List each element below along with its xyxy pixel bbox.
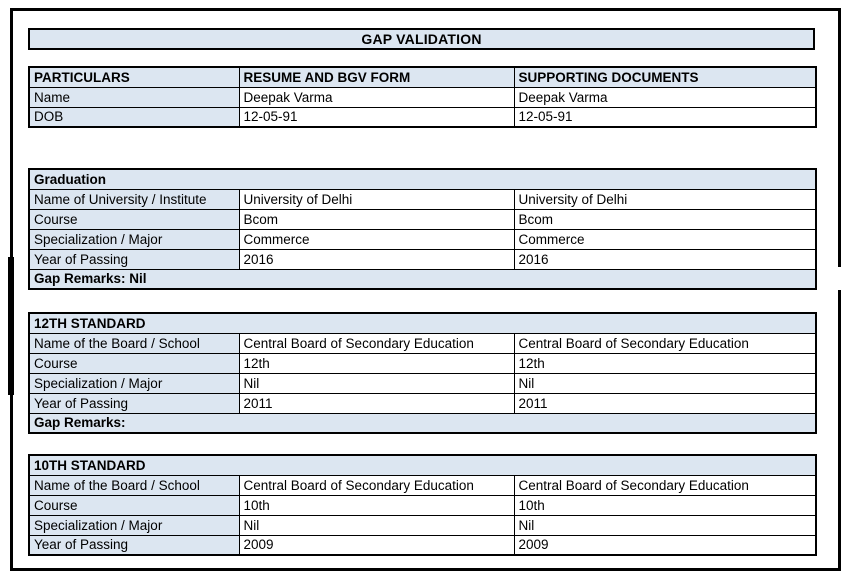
cell-value: 12-05-91 (238, 106, 515, 128)
cell-value: 2016 (513, 248, 817, 270)
gap-remarks-row: Gap Remarks: (28, 412, 817, 434)
row-label-course: Course (28, 352, 240, 374)
column-header-particulars: PARTICULARS (28, 66, 240, 88)
cell-value: Commerce (513, 228, 817, 250)
cell-value: Nil (238, 514, 515, 536)
row-label-board-school: Name of the Board / School (28, 474, 240, 496)
gap-remarks-row: Gap Remarks: Nil (28, 268, 817, 290)
section-heading-row: 10TH STANDARD (28, 454, 817, 476)
cell-value: 12th (238, 352, 515, 374)
row-label-year-of-passing: Year of Passing (28, 534, 240, 556)
table-row: Specialization / Major Commerce Commerce (28, 228, 817, 250)
page-join-left-border (8, 257, 14, 395)
cell-value: 2009 (238, 534, 515, 556)
table-row: Name of the Board / School Central Board… (28, 474, 817, 496)
column-header-resume-bgv: RESUME AND BGV FORM (238, 66, 515, 88)
gap-remarks-graduation: Gap Remarks: Nil (28, 268, 817, 290)
cell-value: Central Board of Secondary Education (513, 332, 817, 354)
column-header-supporting-docs: SUPPORTING DOCUMENTS (513, 66, 817, 88)
table-row: Year of Passing 2011 2011 (28, 392, 817, 414)
row-label-specialization: Specialization / Major (28, 514, 240, 536)
cell-value: 10th (513, 494, 817, 516)
page-title: GAP VALIDATION (361, 31, 482, 47)
section-heading-row: 12TH STANDARD (28, 312, 817, 334)
row-label-specialization: Specialization / Major (28, 372, 240, 394)
table-row: Year of Passing 2009 2009 (28, 534, 817, 556)
document-title-bar: GAP VALIDATION (28, 28, 815, 50)
cell-value: 12-05-91 (513, 106, 817, 128)
cell-value: Bcom (238, 208, 515, 230)
table-row: DOB 12-05-91 12-05-91 (28, 106, 817, 128)
cell-value: Commerce (238, 228, 515, 250)
section-heading-10th: 10TH STANDARD (28, 454, 817, 476)
cell-value: Nil (238, 372, 515, 394)
cell-value: Nil (513, 372, 817, 394)
table-row: Name of University / Institute Universit… (28, 188, 817, 210)
row-label-course: Course (28, 494, 240, 516)
cell-value: 2011 (238, 392, 515, 414)
cell-value: Central Board of Secondary Education (513, 474, 817, 496)
table-row: Course 10th 10th (28, 494, 817, 516)
row-label-course: Course (28, 208, 240, 230)
gap-remarks-12th: Gap Remarks: (28, 412, 817, 434)
cell-value: 10th (238, 494, 515, 516)
cell-value: Central Board of Secondary Education (238, 332, 515, 354)
cell-value: 2016 (238, 248, 515, 270)
cell-value: Nil (513, 514, 817, 536)
table-row: Specialization / Major Nil Nil (28, 514, 817, 536)
section-heading-graduation: Graduation (28, 168, 817, 190)
row-label-specialization: Specialization / Major (28, 228, 240, 250)
section-heading-12th: 12TH STANDARD (28, 312, 817, 334)
cell-value: Deepak Varma (513, 86, 817, 108)
table-row: Course Bcom Bcom (28, 208, 817, 230)
table-row: Specialization / Major Nil Nil (28, 372, 817, 394)
page-join-right-gap (837, 267, 843, 290)
table-header-row: PARTICULARS RESUME AND BGV FORM SUPPORTI… (28, 66, 817, 88)
table-row: Name of the Board / School Central Board… (28, 332, 817, 354)
cell-value: University of Delhi (513, 188, 817, 210)
cell-value: 12th (513, 352, 817, 374)
table-row: Year of Passing 2016 2016 (28, 248, 817, 270)
cell-value: 2011 (513, 392, 817, 414)
cell-value: Bcom (513, 208, 817, 230)
cell-value: Central Board of Secondary Education (238, 474, 515, 496)
row-label-dob: DOB (28, 106, 240, 128)
cell-value: Deepak Varma (238, 86, 515, 108)
row-label-year-of-passing: Year of Passing (28, 248, 240, 270)
row-label-year-of-passing: Year of Passing (28, 392, 240, 414)
personal-table: PARTICULARS RESUME AND BGV FORM SUPPORTI… (28, 66, 817, 128)
row-label-board-school: Name of the Board / School (28, 332, 240, 354)
section-heading-row: Graduation (28, 168, 817, 190)
row-label-university: Name of University / Institute (28, 188, 240, 210)
cell-value: 2009 (513, 534, 817, 556)
table-row: Name Deepak Varma Deepak Varma (28, 86, 817, 108)
row-label-name: Name (28, 86, 240, 108)
cell-value: University of Delhi (238, 188, 515, 210)
table-row: Course 12th 12th (28, 352, 817, 374)
twelfth-standard-table: 12TH STANDARD Name of the Board / School… (28, 312, 818, 434)
tenth-standard-table: 10TH STANDARD Name of the Board / School… (28, 454, 818, 556)
graduation-table: Graduation Name of University / Institut… (28, 168, 818, 290)
